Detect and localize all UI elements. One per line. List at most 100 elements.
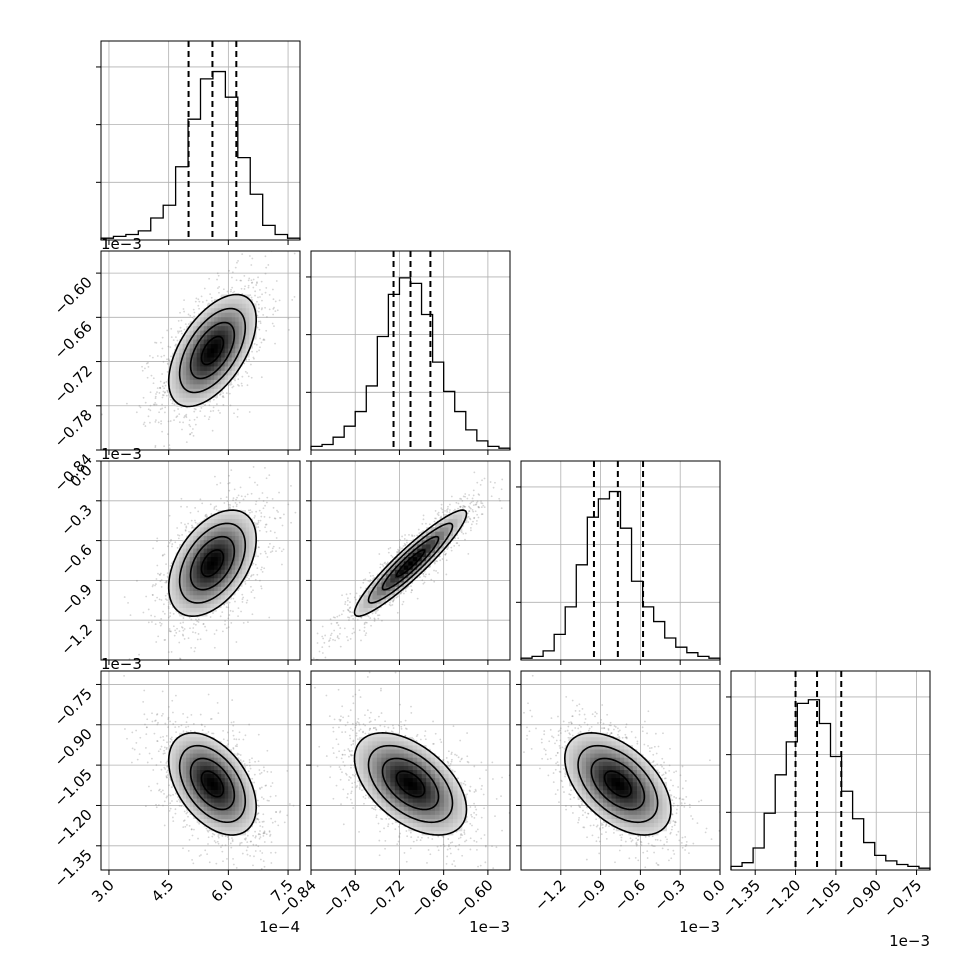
sample-point	[272, 289, 274, 291]
sample-point	[124, 473, 126, 475]
sample-point	[144, 368, 146, 370]
density-cell	[183, 380, 187, 385]
sample-point	[200, 407, 202, 409]
sample-point	[169, 612, 171, 614]
sample-point	[251, 511, 253, 513]
sample-point	[164, 412, 166, 414]
sample-point	[446, 511, 448, 513]
density-cell	[211, 348, 215, 353]
sample-point	[161, 431, 163, 433]
density-cell	[242, 303, 246, 308]
sample-point	[274, 517, 276, 519]
sample-point	[355, 599, 357, 601]
sample-point	[256, 351, 258, 353]
sample-point	[212, 410, 214, 412]
sample-point	[185, 530, 187, 532]
sample-point	[302, 654, 304, 656]
density-cell	[190, 384, 194, 389]
density-cell	[235, 317, 239, 322]
sample-point	[253, 517, 255, 519]
sample-point	[221, 611, 223, 613]
sample-point	[197, 639, 199, 641]
sample-point	[176, 415, 178, 417]
sample-point	[484, 478, 486, 480]
sample-point	[249, 477, 251, 479]
sample-point	[336, 622, 338, 624]
sample-point	[473, 495, 475, 497]
sample-point	[209, 416, 211, 418]
density-cell	[225, 514, 229, 519]
density-cell	[214, 527, 218, 532]
sample-point	[476, 502, 478, 504]
sample-point	[168, 617, 170, 619]
density-cell	[193, 574, 197, 579]
density-cell	[225, 548, 229, 553]
density-cell	[172, 582, 176, 587]
density-cell	[183, 339, 187, 344]
density-cell	[214, 587, 218, 592]
sample-point	[264, 551, 266, 553]
sample-point	[476, 514, 478, 516]
sample-point	[248, 578, 250, 580]
density-cell	[228, 339, 232, 344]
sample-point	[250, 364, 252, 366]
sample-point	[234, 601, 236, 603]
sample-point	[476, 482, 478, 484]
density-cell	[225, 330, 229, 335]
sample-point	[281, 550, 283, 552]
density-cell	[197, 366, 201, 371]
sample-point	[281, 564, 283, 566]
density-cell	[225, 326, 229, 331]
sample-point	[195, 632, 197, 634]
sample-point	[430, 579, 432, 581]
density-cell	[232, 531, 236, 536]
density-cell	[183, 599, 187, 604]
sample-point	[166, 381, 168, 383]
sample-point	[324, 635, 326, 637]
sample-point	[246, 372, 248, 374]
density-cell	[246, 344, 250, 349]
density-cell	[211, 353, 215, 358]
density-cell	[176, 599, 180, 604]
density-cell	[228, 548, 232, 553]
density-cell	[239, 514, 243, 519]
sample-point	[442, 511, 444, 513]
sample-point	[198, 621, 200, 623]
sample-point	[350, 615, 352, 617]
density-cell	[204, 366, 208, 371]
sample-point	[202, 623, 204, 625]
sample-point	[468, 516, 470, 518]
sample-point	[204, 626, 206, 628]
sample-point	[182, 422, 184, 424]
density-cell	[207, 536, 211, 541]
density-cell	[176, 362, 180, 367]
sample-point	[154, 402, 156, 404]
sample-point	[216, 484, 218, 486]
sample-point	[159, 622, 161, 624]
sample-point	[189, 419, 191, 421]
density-cell	[218, 326, 222, 331]
sample-point	[250, 264, 252, 266]
density-cell	[207, 335, 211, 340]
sample-point	[439, 559, 441, 561]
sample-point	[257, 276, 259, 278]
density-cell	[218, 344, 222, 349]
sample-point	[179, 535, 181, 537]
sample-point	[156, 537, 158, 539]
sample-point	[168, 651, 170, 653]
density-cell	[235, 531, 239, 536]
sample-point	[243, 498, 245, 500]
density-cell	[221, 353, 225, 358]
density-cell	[200, 371, 204, 376]
density-cell	[183, 375, 187, 380]
sample-point	[283, 692, 285, 694]
sample-point	[247, 621, 249, 623]
sample-point	[192, 631, 194, 633]
sample-point	[230, 610, 232, 612]
sample-point	[473, 489, 475, 491]
sample-point	[169, 515, 171, 517]
sample-point	[233, 497, 235, 499]
sample-point	[379, 567, 381, 569]
sample-point	[491, 495, 493, 497]
sample-point	[347, 639, 349, 641]
